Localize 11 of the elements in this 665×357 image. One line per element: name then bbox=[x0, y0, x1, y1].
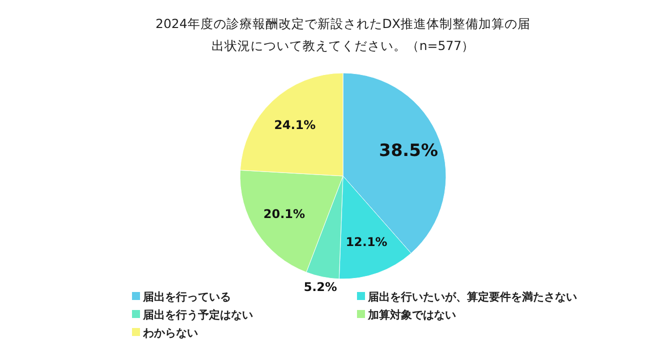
legend-label: 加算対象ではない bbox=[367, 308, 456, 322]
data-label: 20.1% bbox=[263, 207, 306, 222]
legend-label: 届出を行っている bbox=[142, 290, 231, 304]
legend-label: 届出を行う予定はない bbox=[142, 308, 253, 322]
data-label: 5.2% bbox=[304, 280, 338, 294]
data-label: 38.5% bbox=[379, 141, 438, 162]
legend-label: 届出を行いたいが、算定要件を満たさない bbox=[367, 290, 577, 304]
legend-label: わからない bbox=[142, 326, 198, 340]
data-label: 24.1% bbox=[274, 118, 316, 132]
data-label: 12.1% bbox=[346, 234, 388, 249]
chart-title: 2024年度の診療報酬改定で新設されたDX推進体制整備加算の届出状況について教えてください。（n=577） bbox=[156, 16, 530, 53]
